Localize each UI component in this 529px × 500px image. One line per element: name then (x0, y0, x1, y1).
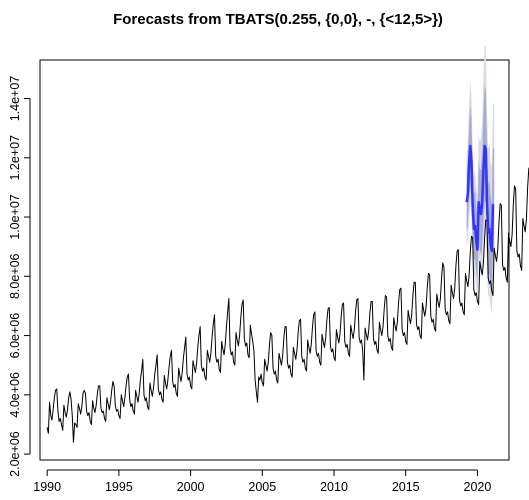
x-tick-label: 2005 (248, 480, 276, 494)
observed-series-line (46, 167, 529, 443)
x-tick-label: 2010 (320, 480, 348, 494)
y-tick-label: 8.0e+06 (8, 253, 22, 299)
x-tick-label: 2015 (392, 480, 420, 494)
forecast-series-line (465, 144, 495, 253)
y-tick-label: 1.2e+07 (8, 135, 22, 181)
x-axis: 1990 1995 2000 2005 2010 2015 2020 (33, 469, 492, 494)
x-tick-label: 1995 (105, 480, 133, 494)
y-tick-label: 4.0e+06 (8, 372, 22, 418)
x-tick-label: 1990 (33, 480, 61, 494)
y-tick-label: 1.0e+07 (8, 194, 22, 240)
chart-title: Forecasts from TBATS(0.255, {0,0}, -, {<… (113, 11, 443, 28)
y-tick-label: 6.0e+06 (8, 313, 22, 359)
x-tick-label: 2020 (464, 480, 492, 494)
x-tick-label: 2000 (177, 480, 205, 494)
plot-frame (39, 59, 510, 461)
y-tick-label: 1.4e+07 (8, 76, 22, 122)
y-axis: 2.0e+06 4.0e+06 6.0e+06 8.0e+06 1.0e+07 1.2e+… (8, 76, 31, 477)
y-tick-label: 2.0e+06 (8, 431, 22, 477)
